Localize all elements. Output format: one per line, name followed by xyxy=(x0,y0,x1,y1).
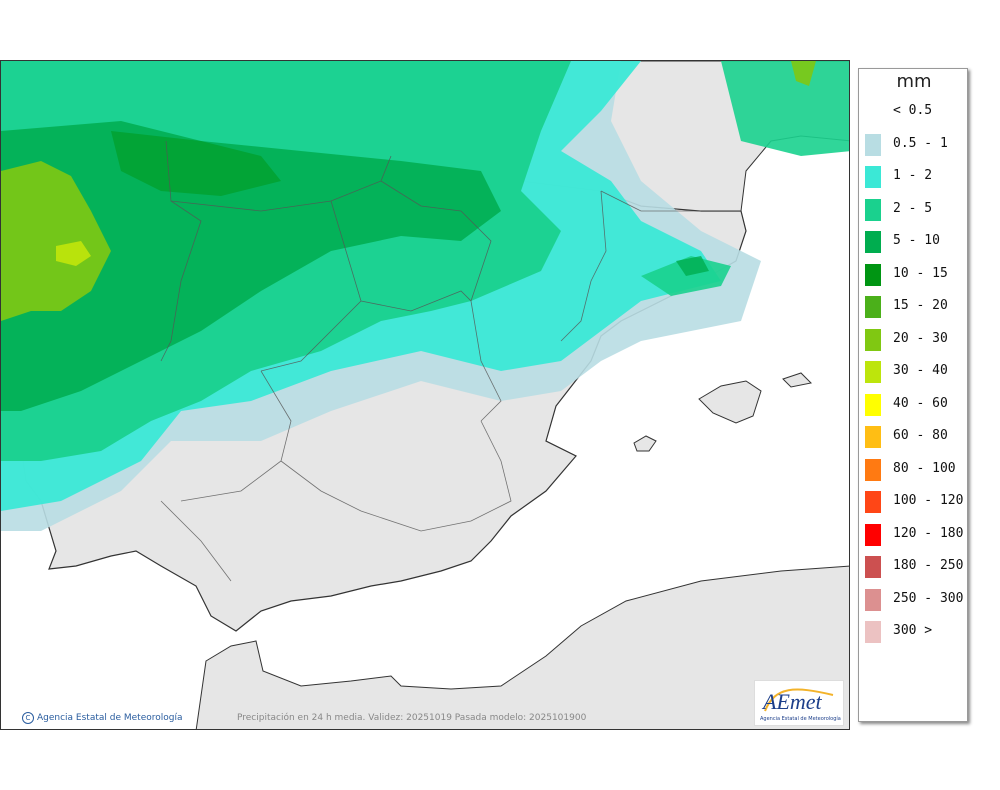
legend-swatch xyxy=(865,296,881,318)
legend-label: 2 - 5 xyxy=(893,200,933,216)
legend-swatch xyxy=(865,426,881,448)
legend-swatch xyxy=(865,231,881,253)
precip-10-15 xyxy=(111,131,281,196)
precip-5-10 xyxy=(1,121,501,411)
legend-item: 10 - 15 xyxy=(863,260,967,288)
legend-label: 80 - 100 xyxy=(893,460,956,476)
legend-swatch xyxy=(865,133,881,156)
map-svg xyxy=(1,61,849,729)
legend: mm < 0.5 0.5 - 1 1 - 2 2 - 5 5 - 10 10 - 15 15… xyxy=(858,68,968,722)
legend-swatch xyxy=(865,263,881,286)
legend-item: 100 - 120 xyxy=(863,487,967,515)
legend-label: 60 - 80 xyxy=(893,428,948,443)
legend-label: 0.5 - 1 xyxy=(893,135,948,151)
legend-label: 5 - 10 xyxy=(893,233,940,248)
legend-swatch xyxy=(865,556,881,578)
legend-swatch xyxy=(865,328,881,351)
legend-item: 1 - 2 xyxy=(863,162,967,190)
legend-swatch xyxy=(865,361,881,383)
legend-label: 20 - 30 xyxy=(893,330,948,346)
legend-item: 180 - 250 xyxy=(863,552,967,580)
aemet-logo-text: AEmet xyxy=(761,689,823,714)
legend-unit: mm xyxy=(896,71,932,92)
legend-item: 20 - 30 xyxy=(863,325,967,353)
legend-item: 15 - 20 xyxy=(863,292,967,320)
aemet-logo-graphic: AEmet Agencia Estatal de Meteorología xyxy=(760,688,841,722)
legend-label: 300 > xyxy=(893,623,933,638)
mallorca xyxy=(698,380,762,424)
copyright-notice: C Agencia Estatal de Meteorología xyxy=(22,712,183,724)
legend-item: 30 - 40 xyxy=(863,357,967,385)
legend-item: 80 - 100 xyxy=(863,455,967,483)
legend-label: 40 - 60 xyxy=(893,395,948,411)
legend-label: 180 - 250 xyxy=(893,558,964,573)
legend-swatch xyxy=(865,491,881,513)
legend-label: 100 - 120 xyxy=(893,493,964,508)
north-africa-land xyxy=(195,565,849,729)
legend-label: 1 - 2 xyxy=(893,168,933,183)
precip-5-10-east xyxy=(676,256,709,276)
legend-item: 2 - 5 xyxy=(863,195,967,223)
legend-swatch xyxy=(865,523,881,546)
legend-item: < 0.5 xyxy=(863,97,967,125)
map-caption: Precipitación en 24 h media. Validez: 20… xyxy=(237,713,587,723)
precipitation-map xyxy=(0,60,850,730)
region-borders xyxy=(160,140,701,582)
legend-item: 60 - 80 xyxy=(863,422,967,450)
legend-item: 5 - 10 xyxy=(863,227,967,255)
legend-label: 10 - 15 xyxy=(893,265,948,281)
precip-20-30-northeast xyxy=(791,61,816,86)
legend-label: 250 - 300 xyxy=(893,590,964,606)
copyright-icon: C xyxy=(22,712,34,724)
legend-swatch xyxy=(865,588,881,611)
legend-item: 300 > xyxy=(863,617,967,645)
legend-swatch xyxy=(865,458,881,481)
precip-20-30 xyxy=(1,161,111,321)
legend-swatch xyxy=(865,166,881,188)
menorca xyxy=(782,372,813,388)
ibiza xyxy=(633,435,657,452)
legend-item: 120 - 180 xyxy=(863,520,967,548)
legend-label: 120 - 180 xyxy=(893,525,964,541)
legend-label: 30 - 40 xyxy=(893,363,948,378)
precip-30-40 xyxy=(56,241,91,266)
legend-label: < 0.5 xyxy=(893,103,933,118)
legend-item: 250 - 300 xyxy=(863,585,967,613)
legend-item: 40 - 60 xyxy=(863,390,967,418)
precip-2-5-northeast xyxy=(721,61,849,156)
copyright-text: Agencia Estatal de Meteorología xyxy=(37,713,183,723)
aemet-logo-subtitle: Agencia Estatal de Meteorología xyxy=(760,715,841,722)
legend-swatch xyxy=(865,621,881,643)
legend-label: 15 - 20 xyxy=(893,298,948,313)
legend-item: 0.5 - 1 xyxy=(863,130,967,158)
legend-swatch xyxy=(865,393,881,416)
aemet-logo: AEmet Agencia Estatal de Meteorología xyxy=(754,680,844,726)
legend-swatch xyxy=(865,198,881,221)
